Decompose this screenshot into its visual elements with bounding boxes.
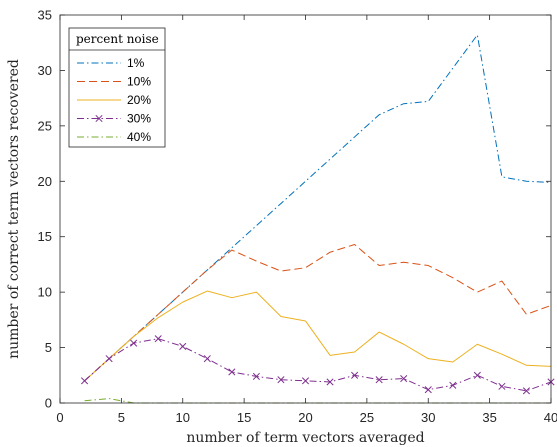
legend-label: 10% bbox=[127, 75, 151, 89]
y-tick-label: 30 bbox=[38, 63, 52, 78]
data-point bbox=[228, 368, 236, 376]
data-point bbox=[105, 355, 113, 363]
y-tick-label: 0 bbox=[45, 396, 52, 411]
y-axis-label: number of correct term vectors recovered bbox=[6, 59, 22, 359]
x-tick-label: 20 bbox=[298, 410, 312, 425]
data-point bbox=[400, 375, 408, 383]
series-line-2 bbox=[84, 290, 552, 382]
data-point bbox=[154, 335, 162, 343]
y-tick-label: 20 bbox=[38, 174, 52, 189]
legend-title: percent noise bbox=[76, 32, 159, 46]
x-tick-label: 5 bbox=[118, 410, 125, 425]
series-line-3 bbox=[84, 338, 552, 392]
series-line-1 bbox=[84, 243, 552, 382]
y-tick-label: 25 bbox=[38, 118, 52, 133]
y-tick-label: 15 bbox=[38, 229, 52, 244]
x-axis-label: number of term vectors averaged bbox=[186, 430, 424, 446]
y-tick-label: 5 bbox=[45, 340, 52, 355]
data-point bbox=[130, 339, 138, 347]
data-point bbox=[449, 381, 457, 389]
legend-box bbox=[68, 27, 166, 148]
data-point bbox=[375, 376, 383, 384]
x-tick-label: 40 bbox=[544, 410, 557, 425]
legend-marker bbox=[95, 114, 103, 123]
legend-label: 20% bbox=[127, 93, 151, 107]
series-1 bbox=[84, 243, 552, 382]
data-point bbox=[301, 377, 310, 385]
legend-label: 1% bbox=[127, 56, 145, 70]
data-point bbox=[522, 387, 531, 395]
series-2 bbox=[84, 290, 552, 382]
data-point bbox=[179, 342, 187, 351]
series-0 bbox=[84, 34, 552, 382]
x-tick-label: 0 bbox=[56, 410, 63, 425]
data-point bbox=[326, 378, 334, 386]
y-tick-label: 10 bbox=[38, 285, 52, 300]
data-point bbox=[277, 376, 285, 384]
data-point bbox=[252, 372, 260, 380]
x-tick-label: 35 bbox=[482, 410, 496, 425]
x-tick-label: 10 bbox=[176, 410, 190, 425]
legend-label: 40% bbox=[127, 130, 151, 144]
data-point bbox=[80, 377, 89, 385]
y-tick-label: 35 bbox=[38, 8, 52, 23]
x-tick-label: 30 bbox=[421, 410, 435, 425]
axes bbox=[59, 14, 552, 404]
data-point bbox=[203, 355, 211, 363]
data-point bbox=[473, 371, 481, 379]
series-line-0 bbox=[84, 34, 552, 382]
series-4 bbox=[84, 398, 551, 404]
legend-label: 30% bbox=[127, 112, 151, 126]
data-point bbox=[424, 386, 432, 394]
tick-labels: 0 5 10 15 20 25 30 35 40 0 5 10 15 20 25 30 35 bbox=[38, 8, 557, 426]
data-point bbox=[351, 371, 359, 379]
series-line-4 bbox=[84, 398, 551, 404]
legend: percent noise 1% 10% 20% 30% 40% bbox=[68, 27, 166, 148]
x-tick-label: 25 bbox=[360, 410, 374, 425]
data-point bbox=[498, 382, 506, 390]
series-3 bbox=[80, 335, 555, 395]
x-tick-label: 15 bbox=[237, 410, 251, 425]
